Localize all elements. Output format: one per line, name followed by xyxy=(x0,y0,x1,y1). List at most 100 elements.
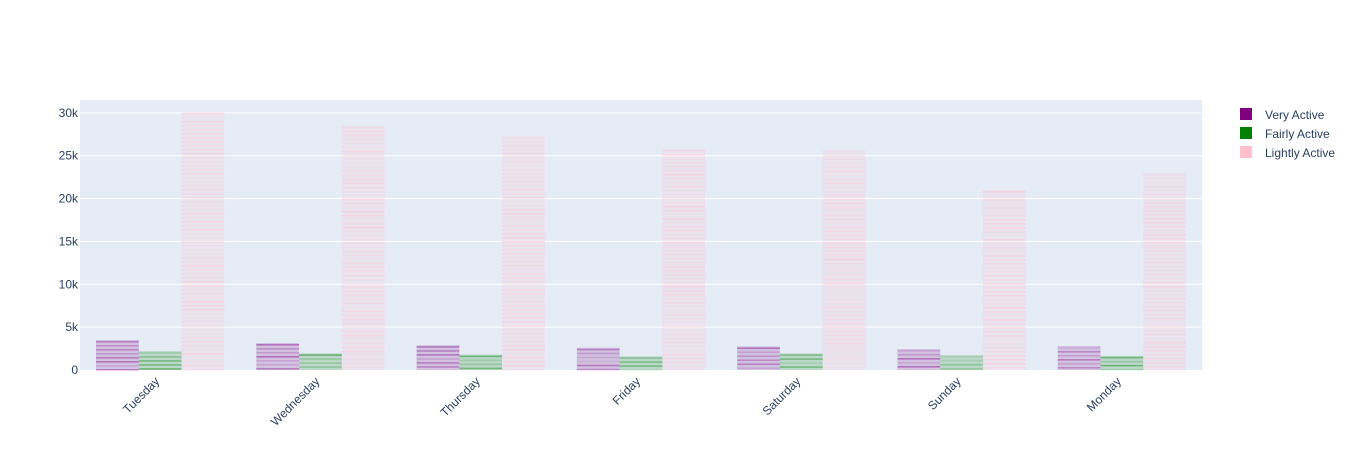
bar-segment xyxy=(502,289,545,291)
bar-segment xyxy=(897,350,941,352)
bar-segment xyxy=(502,305,545,307)
bar-segment xyxy=(822,202,866,205)
bar-segment xyxy=(1143,293,1186,296)
bar-segment xyxy=(341,162,385,165)
bar-segment xyxy=(822,230,866,233)
bar-segment xyxy=(341,366,385,369)
bar-segment xyxy=(982,323,1026,325)
bar-segment xyxy=(982,203,1026,205)
bar-segment xyxy=(982,287,1026,289)
bar-segment xyxy=(341,226,385,229)
bar-segment xyxy=(341,222,385,225)
bar-segment xyxy=(576,364,620,367)
bar-segment xyxy=(822,154,866,157)
bar-segment xyxy=(982,319,1026,321)
bar-segment xyxy=(822,194,866,197)
bar-segment xyxy=(181,113,225,115)
bar-segment xyxy=(662,257,706,260)
bar-segment xyxy=(96,365,139,367)
bar-segment xyxy=(459,367,503,370)
bar-segment xyxy=(982,191,1026,193)
bar-lightly-active xyxy=(982,190,1026,370)
bar-fairly-active xyxy=(619,356,663,370)
bar-segment xyxy=(982,363,1026,365)
bar-segment xyxy=(982,271,1026,273)
bar-segment xyxy=(662,297,706,300)
bar-segment xyxy=(96,349,139,351)
bar-segment xyxy=(502,233,545,235)
bar-segment xyxy=(181,217,225,219)
y-tick-label: 0 xyxy=(71,363,78,377)
bar-segment xyxy=(662,277,706,280)
bar-segment xyxy=(96,341,139,343)
bar-segment xyxy=(662,349,706,352)
bar-segment xyxy=(897,366,941,368)
bar-segment xyxy=(416,358,460,360)
bar-segment xyxy=(662,185,706,188)
bar-segment xyxy=(181,153,225,155)
bar-segment xyxy=(1143,213,1186,216)
bar-segment xyxy=(982,307,1026,309)
bar-segment xyxy=(982,207,1026,209)
bar-segment xyxy=(341,322,385,325)
bar-segment xyxy=(181,273,225,275)
bar-segment xyxy=(982,219,1026,221)
bar-lightly-active xyxy=(662,148,706,370)
bar-segment xyxy=(341,354,385,357)
y-tick-label: 30k xyxy=(59,106,79,120)
bar-segment xyxy=(982,343,1026,345)
bar-segment xyxy=(502,169,545,171)
bar-segment xyxy=(737,351,780,354)
bar-segment xyxy=(341,198,385,201)
bar-segment xyxy=(822,338,866,341)
bar-segment xyxy=(181,353,225,355)
bar-segment xyxy=(181,125,225,127)
bar-segment xyxy=(897,354,941,356)
bar-fairly-active xyxy=(138,351,182,370)
bar-segment xyxy=(982,283,1026,285)
bar-segment xyxy=(822,334,866,337)
bar-segment xyxy=(1143,249,1186,252)
bar-segment xyxy=(341,346,385,349)
bar-segment xyxy=(502,237,545,239)
bar-segment xyxy=(1143,325,1186,328)
bar-segment xyxy=(181,261,225,263)
bar-segment xyxy=(1143,345,1186,348)
bar-segment xyxy=(341,326,385,329)
bar-segment xyxy=(619,365,663,367)
bar-segment xyxy=(737,355,780,358)
bar-segment xyxy=(779,358,823,360)
bar-segment xyxy=(341,330,385,333)
bar-lightly-active xyxy=(502,136,545,370)
bar-segment xyxy=(138,356,182,358)
bar-segment xyxy=(982,347,1026,349)
bar-segment xyxy=(982,315,1026,317)
bar-very-active xyxy=(737,346,780,370)
bar-segment xyxy=(1143,297,1186,300)
bar-segment xyxy=(822,318,866,321)
bar-segment xyxy=(502,137,545,139)
bar-segment xyxy=(822,178,866,181)
bar-segment xyxy=(822,306,866,309)
bar-segment xyxy=(341,238,385,241)
bar-segment xyxy=(822,186,866,189)
bar-segment xyxy=(576,352,620,355)
bar-segment xyxy=(662,301,706,304)
bar-segment xyxy=(982,311,1026,313)
bar-segment xyxy=(341,286,385,289)
bar-fairly-active xyxy=(299,353,342,370)
bar-segment xyxy=(1100,368,1144,371)
bar-segment xyxy=(181,181,225,183)
bar-segment xyxy=(341,250,385,253)
bar-segment xyxy=(502,225,545,227)
bar-segment xyxy=(341,230,385,233)
bar-segment xyxy=(822,250,866,253)
bar-segment xyxy=(502,353,545,355)
bar-segment xyxy=(822,174,866,177)
bar-segment xyxy=(1143,301,1186,304)
bar-segment xyxy=(1143,177,1186,180)
bar-segment xyxy=(662,249,706,252)
bar-segment xyxy=(502,313,545,315)
bar-segment xyxy=(822,298,866,301)
